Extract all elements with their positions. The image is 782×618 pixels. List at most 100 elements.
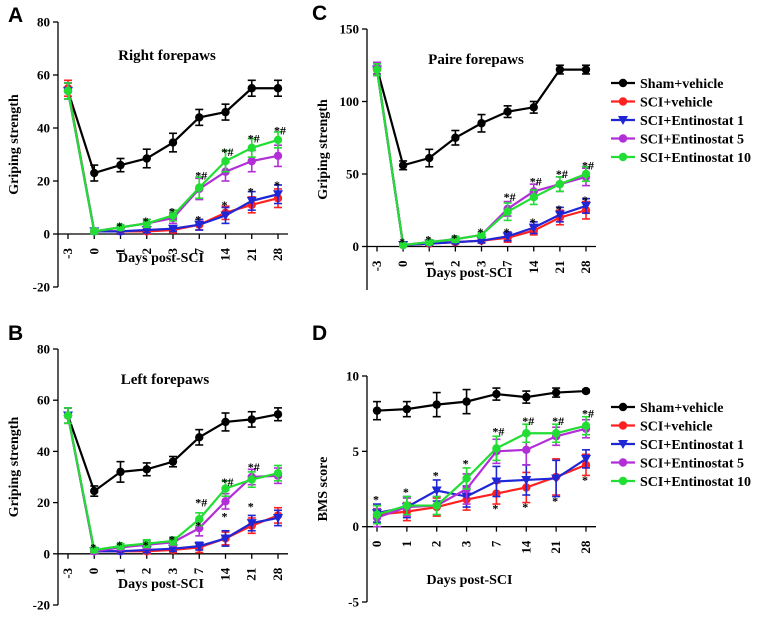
- data-point: [246, 519, 257, 529]
- data-point: [194, 542, 205, 552]
- legend-label: Sham+vehicle: [640, 401, 723, 416]
- data-point: [491, 477, 502, 487]
- x-tick-label: 14: [218, 248, 233, 262]
- data-point: [425, 153, 434, 163]
- significance-label: *: [399, 235, 405, 249]
- data-point: [398, 161, 408, 170]
- data-point: [195, 433, 204, 442]
- data-point: [522, 392, 531, 402]
- panel-letter: A: [8, 4, 23, 27]
- x-tick-label: -3: [369, 260, 384, 271]
- series-line: [376, 457, 587, 515]
- data-point: [462, 397, 471, 406]
- significance-label: *: [195, 212, 201, 226]
- series-sci-entinostat-10: [372, 62, 591, 250]
- data-point: [477, 119, 486, 128]
- significance-label: *#: [195, 496, 207, 510]
- legend-item: SCI+Entinostat 5: [611, 133, 744, 148]
- data-point: [90, 227, 99, 236]
- x-tick-label: 1: [399, 541, 414, 548]
- legend-marker: [618, 458, 628, 467]
- y-tick-label: 80: [37, 15, 50, 30]
- x-tick-label: 1: [113, 248, 128, 255]
- data-point: [116, 160, 125, 170]
- legend-marker: [618, 116, 628, 125]
- significance-label: *: [492, 502, 498, 516]
- data-point: [502, 232, 513, 242]
- legend-d: Sham+vehicle SCI+vehicle SCI+Entinostat 1 S…: [611, 401, 751, 490]
- data-point: [554, 210, 565, 220]
- data-point: [529, 103, 538, 112]
- data-point: [503, 107, 512, 116]
- significance-label: *: [248, 185, 254, 199]
- significance-label: *: [90, 540, 96, 554]
- y-tick-label: 5: [353, 444, 360, 459]
- y-tick-label: 0: [353, 519, 360, 534]
- x-tick-label: 0: [86, 568, 101, 575]
- series-line: [376, 424, 587, 516]
- data-point: [581, 386, 591, 396]
- data-point: [116, 223, 125, 232]
- legend-marker: [618, 134, 628, 143]
- series-line: [376, 389, 587, 412]
- data-point: [142, 539, 151, 548]
- x-axis-label: Days post-SCI: [118, 577, 204, 592]
- significance-label: *#: [530, 174, 542, 188]
- data-point: [521, 475, 532, 485]
- y-tick-label: 20: [37, 495, 50, 510]
- data-point: [141, 226, 152, 236]
- chart-title: Paire forepaws: [428, 52, 524, 68]
- x-tick-label: 14: [518, 540, 533, 554]
- data-point: [220, 534, 231, 544]
- series-line: [375, 69, 587, 247]
- legend-label: SCI+vehicle: [640, 420, 713, 435]
- significance-label: *#: [222, 475, 234, 489]
- significance-label: *#: [556, 167, 568, 181]
- significance-label: *: [222, 198, 228, 212]
- data-point: [247, 475, 256, 484]
- x-tick-label: 21: [244, 248, 259, 261]
- data-point: [63, 86, 73, 96]
- x-tick-label: 21: [244, 568, 259, 581]
- chart-title: Left forepaws: [121, 372, 210, 388]
- x-tick-label: 28: [578, 260, 593, 274]
- data-point: [431, 486, 442, 496]
- data-point: [221, 107, 230, 117]
- x-tick-label: -3: [60, 248, 75, 259]
- data-point: [555, 65, 565, 74]
- significance-label: *#: [582, 407, 594, 421]
- x-tick-label: 28: [270, 248, 285, 262]
- data-point: [462, 474, 471, 483]
- legend-label: SCI+Entinostat 1: [640, 438, 744, 453]
- legend-item: SCI+Entinostat 1: [611, 114, 744, 129]
- legend-item: SCI+Entinostat 10: [611, 475, 751, 490]
- significance-label: *: [274, 178, 280, 192]
- data-point: [273, 468, 283, 478]
- significance-label: *: [582, 193, 588, 207]
- significance-label: *: [403, 485, 409, 499]
- legend-label: SCI+Entinostat 1: [640, 114, 744, 129]
- significance-label: *: [504, 225, 510, 239]
- legend-marker: [618, 152, 628, 162]
- legend-label: Sham+vehicle: [640, 77, 723, 92]
- panel-c: C Paire forepaws 0 50 100 150 -3 0 1 2 3 7 14 21 28 Day…: [312, 2, 596, 290]
- data-point: [581, 169, 591, 179]
- legend-marker: [618, 97, 628, 106]
- data-point: [581, 65, 591, 74]
- data-point: [555, 179, 565, 189]
- significance-label: *#: [492, 425, 504, 439]
- data-point: [247, 84, 256, 93]
- data-point: [551, 474, 562, 484]
- data-point: [529, 193, 538, 202]
- y-tick-label: 0: [44, 546, 51, 561]
- data-point: [142, 465, 151, 474]
- y-axis-label: Griping strength: [316, 99, 331, 200]
- significance-label: *: [169, 533, 175, 547]
- significance-label: *: [463, 456, 469, 470]
- x-axis-label: Days post-SCI: [427, 573, 513, 588]
- significance-label: *: [451, 231, 457, 245]
- data-point: [402, 501, 412, 510]
- legend-marker: [618, 440, 628, 449]
- data-point: [168, 224, 178, 234]
- data-point: [194, 220, 205, 230]
